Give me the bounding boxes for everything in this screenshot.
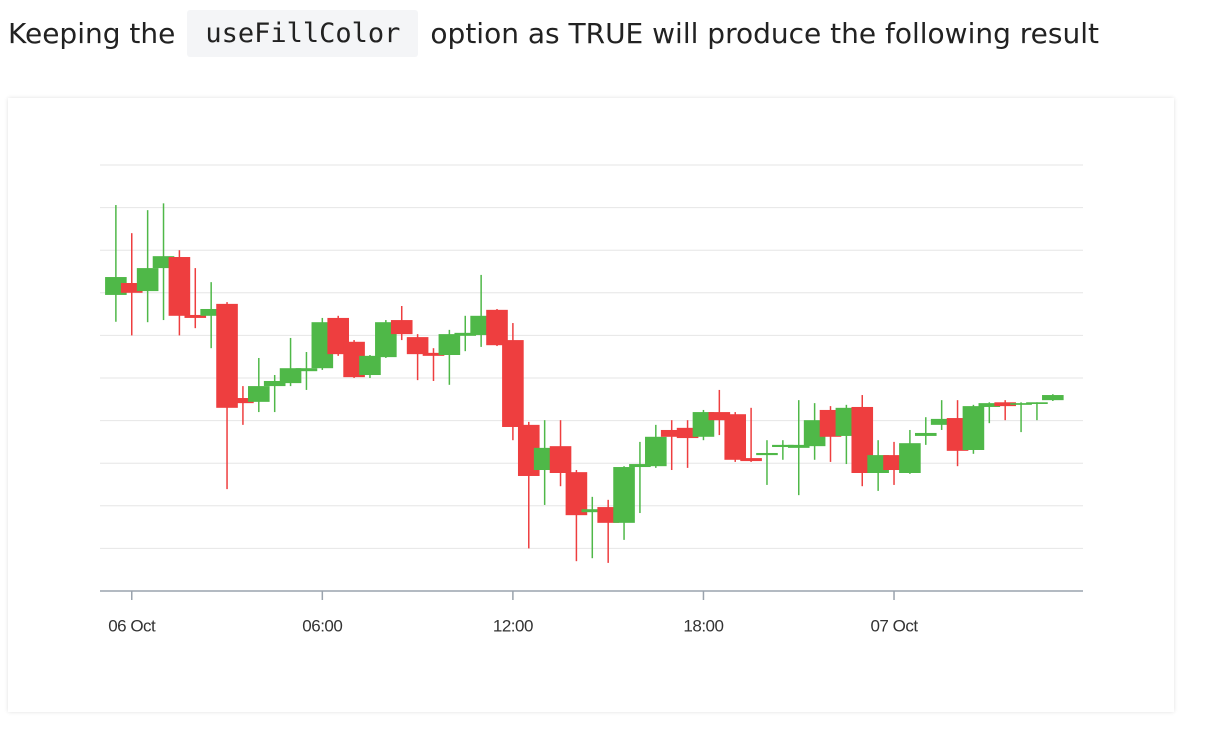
candle-body [438, 334, 461, 355]
candle-body [136, 268, 159, 292]
candle-body [756, 452, 778, 456]
candle-body [708, 412, 731, 421]
candle-body [1026, 402, 1048, 404]
x-tick-label: 18:00 [683, 616, 723, 635]
x-tick-label: 07 Oct [870, 616, 918, 635]
candle-body [660, 429, 683, 437]
candle-body [549, 446, 572, 473]
candle-body [581, 509, 604, 513]
candle-body [994, 402, 1016, 407]
x-tick-label: 06:00 [302, 616, 342, 635]
candle-body [645, 436, 667, 467]
candle-body [263, 380, 286, 387]
text: Keeping the [8, 16, 176, 50]
candle-body [740, 458, 762, 462]
candle-body [120, 283, 143, 293]
candle-body [629, 464, 651, 468]
code: useFillColor [187, 9, 419, 57]
candle-body [279, 368, 302, 384]
candle-body [184, 314, 207, 318]
candle-body [486, 309, 508, 346]
candle-body [962, 406, 985, 450]
doc-text: Keeping the useFillColor option as TRUE … [8, 8, 1099, 58]
candle-body [1042, 395, 1064, 401]
candle-body [232, 398, 254, 404]
candle-body [152, 256, 175, 269]
candle-body [390, 320, 413, 335]
candle-body [914, 432, 937, 436]
candle-body [676, 427, 699, 439]
candle-body [772, 444, 794, 448]
candle-body [930, 418, 953, 425]
candle-body [359, 355, 381, 376]
candle-body [248, 386, 270, 402]
candle-body [216, 303, 238, 408]
candle-body [978, 403, 1001, 407]
candle-body [613, 467, 635, 523]
candle-body [454, 332, 477, 336]
candle-body [565, 472, 588, 516]
candle-body [502, 340, 524, 427]
candle-body [295, 368, 318, 372]
candle-body [422, 352, 445, 356]
x-tick-label: 12:00 [493, 616, 533, 635]
text: option as TRUE will produce the followin… [430, 16, 1099, 50]
x-tick-label: 06 Oct [108, 616, 156, 635]
candle-body [724, 414, 747, 460]
candle-body [168, 257, 191, 316]
candle-body [899, 443, 921, 473]
candle-body [200, 308, 222, 316]
candle-body [1010, 403, 1032, 405]
candle-body [787, 444, 810, 448]
candle-body [406, 337, 429, 355]
